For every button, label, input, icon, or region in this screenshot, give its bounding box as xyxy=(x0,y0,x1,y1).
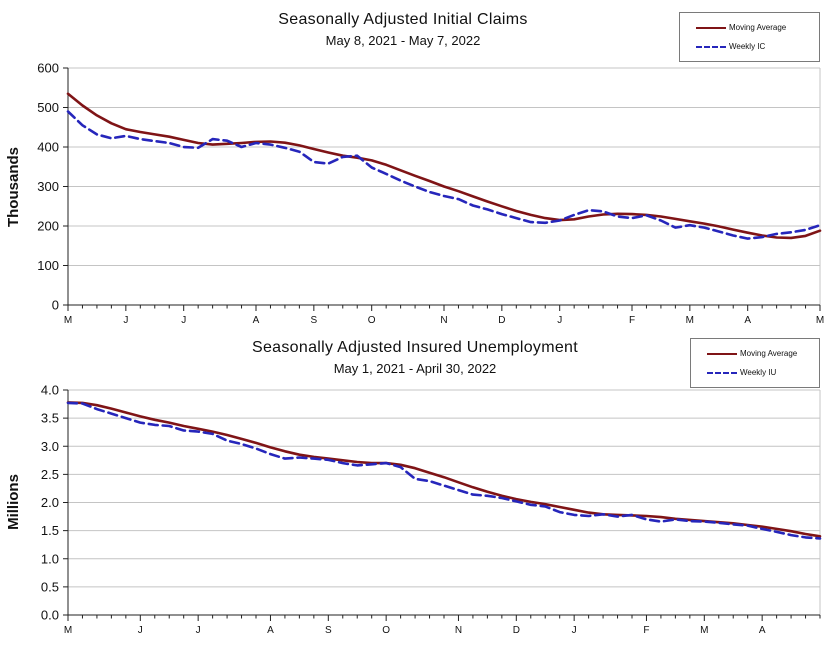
weekly-ic-line-sample xyxy=(696,45,726,48)
svg-text:F: F xyxy=(629,315,635,326)
x-ticks xyxy=(67,615,821,621)
svg-text:M: M xyxy=(700,625,708,636)
svg-text:500: 500 xyxy=(37,100,59,115)
svg-text:F: F xyxy=(643,625,649,636)
svg-text:O: O xyxy=(382,625,390,636)
x-ticks xyxy=(67,305,821,311)
gridlines xyxy=(68,389,821,615)
svg-text:3.5: 3.5 xyxy=(41,411,59,426)
svg-text:N: N xyxy=(455,625,462,636)
insured-unemployment-title: Seasonally Adjusted Insured Unemployment xyxy=(252,339,578,356)
legend-label-weekly-ic: Weekly IC xyxy=(729,42,766,51)
svg-text:M: M xyxy=(64,625,72,636)
svg-text:N: N xyxy=(440,315,447,326)
svg-text:4.0: 4.0 xyxy=(41,383,59,398)
svg-text:1.5: 1.5 xyxy=(41,523,59,538)
svg-text:J: J xyxy=(138,625,143,636)
svg-text:200: 200 xyxy=(37,219,59,234)
legend-item-moving-average: Moving Average xyxy=(696,23,817,32)
svg-text:A: A xyxy=(744,315,751,326)
svg-text:J: J xyxy=(557,315,562,326)
moving-average-line xyxy=(66,92,822,240)
legend-item-weekly-iu: Weekly IU xyxy=(707,368,817,377)
svg-text:S: S xyxy=(325,625,332,636)
svg-text:0.5: 0.5 xyxy=(41,579,59,594)
weekly-iu-line xyxy=(66,401,822,540)
svg-text:A: A xyxy=(267,625,274,636)
svg-text:S: S xyxy=(311,315,318,326)
svg-text:1.0: 1.0 xyxy=(41,551,59,566)
initial-claims-subtitle: May 8, 2021 - May 7, 2022 xyxy=(325,33,481,48)
insured-unemployment-subtitle: May 1, 2021 - April 30, 2022 xyxy=(333,361,497,376)
svg-text:M: M xyxy=(816,315,824,326)
svg-text:J: J xyxy=(123,315,128,326)
moving-average-line-sample xyxy=(696,26,726,29)
weekly-ic-line xyxy=(66,110,822,240)
legend-label-moving-average: Moving Average xyxy=(729,23,787,32)
svg-text:M: M xyxy=(686,315,694,326)
svg-text:O: O xyxy=(368,315,376,326)
svg-text:J: J xyxy=(181,315,186,326)
svg-text:2.5: 2.5 xyxy=(41,467,59,482)
svg-text:J: J xyxy=(572,625,577,636)
legend-label-weekly-iu: Weekly IU xyxy=(740,368,777,377)
moving-average-line xyxy=(66,401,822,538)
svg-text:2.0: 2.0 xyxy=(41,495,59,510)
initial-claims-legend: Moving Average Weekly IC xyxy=(679,12,820,62)
initial-claims-title: Seasonally Adjusted Initial Claims xyxy=(278,11,528,28)
legend-label-moving-average: Moving Average xyxy=(740,349,798,358)
weekly-iu-line-sample xyxy=(707,371,737,374)
svg-text:A: A xyxy=(759,625,766,636)
insured-unemployment-legend: Moving Average Weekly IU xyxy=(690,338,820,388)
moving-average-line-sample xyxy=(707,352,737,355)
svg-text:100: 100 xyxy=(37,258,59,273)
svg-text:D: D xyxy=(513,625,520,636)
svg-text:A: A xyxy=(253,315,260,326)
legend-item-moving-average: Moving Average xyxy=(707,349,817,358)
svg-text:3.0: 3.0 xyxy=(41,439,59,454)
y-tick-labels: 0 100 200 300 400 500 600 xyxy=(37,61,59,313)
svg-text:300: 300 xyxy=(37,179,59,194)
svg-text:D: D xyxy=(498,315,505,326)
svg-text:400: 400 xyxy=(37,140,59,155)
svg-text:600: 600 xyxy=(37,61,59,76)
svg-text:0: 0 xyxy=(52,298,59,313)
svg-text:0.0: 0.0 xyxy=(41,608,59,623)
svg-text:M: M xyxy=(64,315,72,326)
initial-claims-plot: 0 100 200 300 400 500 600 M J J A S O N D J F M A M xyxy=(37,61,824,327)
svg-text:J: J xyxy=(196,625,201,636)
legend-item-weekly-ic: Weekly IC xyxy=(696,42,817,51)
insured-unemployment-plot: 0.0 0.5 1.0 1.5 2.0 2.5 3.0 3.5 4.0 M J J A S O N D J F M A xyxy=(41,383,822,636)
y-tick-labels: 0.0 0.5 1.0 1.5 2.0 2.5 3.0 3.5 4.0 xyxy=(41,383,59,623)
